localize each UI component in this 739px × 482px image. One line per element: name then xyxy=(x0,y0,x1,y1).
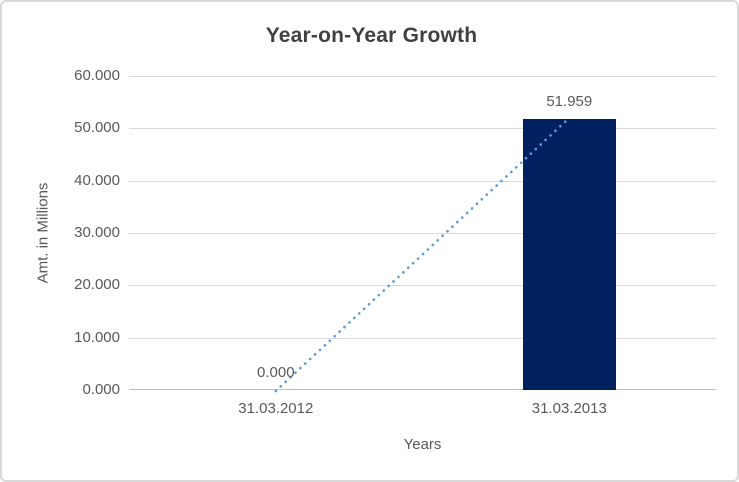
gridline-30000 xyxy=(129,233,716,234)
data-label-31-03-2013: 51.959 xyxy=(546,92,593,110)
x-tick-31-03-2012: 31.03.2012 xyxy=(238,400,314,417)
trendline xyxy=(274,116,571,393)
y-tick-10000: 10.000 xyxy=(74,329,120,346)
gridline-60000 xyxy=(129,76,716,77)
x-axis-line xyxy=(129,389,716,390)
x-axis-title: Years xyxy=(403,436,442,453)
y-tick-0000: 0.000 xyxy=(82,381,120,398)
data-label-31-03-2012: 0.000 xyxy=(257,364,295,381)
gridline-50000 xyxy=(129,128,716,130)
y-tick-50000: 50.000 xyxy=(74,119,120,136)
gridline-20000 xyxy=(129,285,716,287)
y-tick-40000: 40.000 xyxy=(74,172,120,189)
y-tick-60000: 60.000 xyxy=(74,67,120,84)
y-tick-20000: 20.000 xyxy=(74,276,120,293)
gridline-10000 xyxy=(129,337,716,339)
y-tick-30000: 30.000 xyxy=(74,224,120,241)
chart-title: Year-on-Year Growth xyxy=(265,24,478,47)
plot-area: 0.000 51.959 xyxy=(129,76,716,393)
x-tick-31-03-2013: 31.03.2013 xyxy=(531,400,607,417)
bar-31-03-2013 xyxy=(522,118,616,390)
gridline-40000 xyxy=(129,180,716,182)
